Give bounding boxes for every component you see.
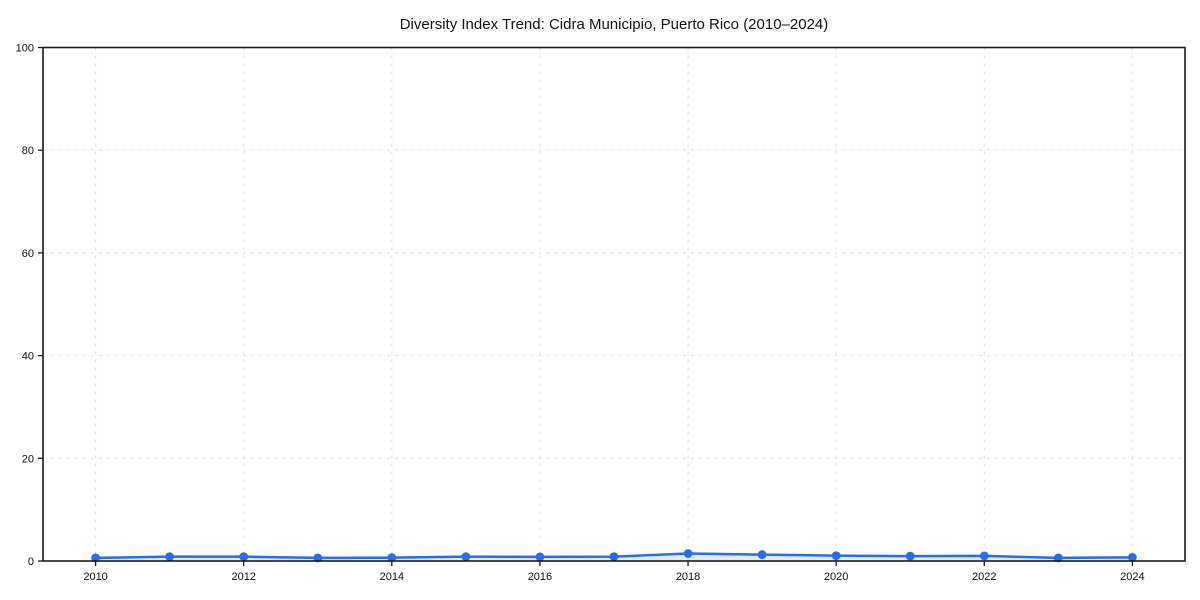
plot-layer [91, 549, 1137, 563]
plot-frame-rect [42, 46, 1186, 562]
data-point-marker [831, 551, 841, 561]
grid-layer [43, 47, 1185, 561]
data-point-marker [313, 553, 323, 563]
data-point-marker [91, 553, 100, 563]
x-tick-label: 2018 [676, 571, 700, 583]
y-tick-label: 100 [16, 43, 34, 55]
x-tick-label: 2024 [1120, 571, 1144, 583]
data-point-marker [1128, 553, 1137, 562]
data-point-marker [683, 549, 693, 558]
data-point-marker [387, 553, 397, 563]
x-tick-label: 2022 [972, 571, 996, 583]
data-point-marker [979, 551, 989, 561]
x-tick-label: 2012 [231, 571, 255, 583]
data-point-marker [905, 551, 915, 561]
data-point-marker [609, 552, 619, 562]
y-tick-label: 40 [22, 351, 34, 363]
x-tick-label: 2010 [83, 571, 107, 583]
data-point-marker [165, 552, 175, 562]
tick-layer [38, 46, 1134, 566]
y-tick-label: 0 [28, 556, 34, 568]
data-point-marker [1053, 553, 1063, 563]
y-tick-label: 20 [22, 453, 34, 465]
x-tick-label: 2020 [824, 571, 848, 583]
x-tick-label: 2014 [380, 571, 404, 583]
data-point-marker [461, 552, 471, 562]
data-point-marker [757, 550, 767, 559]
tick-labels: 2010 2012 2014 2016 2018 2020 2022 2024 0 20 40 60 8… [16, 43, 1145, 584]
x-tick-label: 2016 [528, 571, 552, 583]
data-point-marker [535, 552, 545, 562]
y-tick-label: 60 [22, 248, 34, 260]
data-point-marker [239, 552, 249, 562]
chart-title: Diversity Index Trend: Cidra Municipio, … [400, 16, 829, 33]
y-tick-label: 80 [22, 145, 34, 157]
plot-frame [42, 46, 1186, 562]
